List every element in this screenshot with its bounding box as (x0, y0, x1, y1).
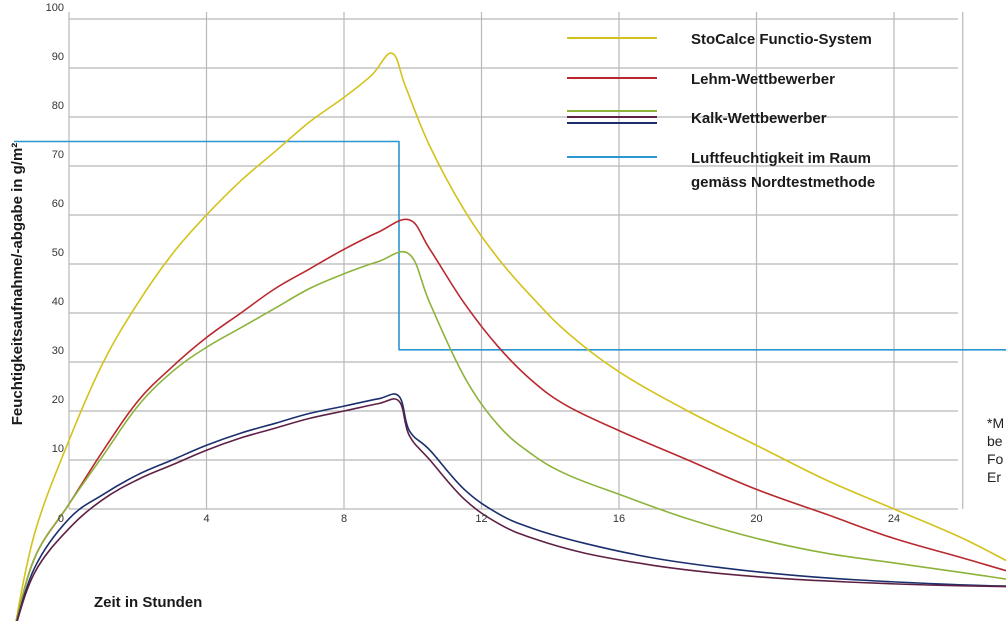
legend-label: Lehm-Wettbewerber (691, 71, 835, 88)
series-line-5 (14, 140, 1006, 351)
y-tick-label: 90 (52, 51, 64, 63)
series-layer (14, 52, 1006, 621)
legend-label: Kalk-Wettbewerber (691, 110, 827, 127)
legend-label: gemäss Nordtestmethode (691, 174, 875, 191)
y-tick-label: 80 (52, 100, 64, 112)
y-tick-label: 40 (52, 296, 64, 308)
legend-label: StoCalce Functio-System (691, 31, 872, 48)
legend-label: Luftfeuchtigkeit im Raum (691, 150, 871, 167)
y-tick-label: 60 (52, 198, 64, 210)
x-tick-label: 12 (475, 513, 487, 525)
grid (68, 12, 964, 510)
x-tick-label: 20 (750, 513, 762, 525)
series-line-3 (16, 393, 1006, 621)
legend: StoCalce Functio-System Lehm-Wettbewerber… (567, 31, 875, 191)
y-axis-title: Feuchtigkeitsaufnahme/-abgabe in g/m² (9, 143, 26, 426)
series-line-2 (15, 250, 1006, 621)
y-tick-label: 50 (52, 247, 64, 259)
x-tick-label: 0 (58, 513, 64, 525)
x-tick-label: 4 (203, 513, 209, 525)
y-tick-label: 100 (46, 2, 64, 14)
series-line-1 (15, 218, 1006, 621)
x-tick-label: 8 (341, 513, 347, 525)
x-tick-label: 24 (888, 513, 900, 525)
x-tick-label: 16 (613, 513, 625, 525)
series-line-0 (15, 52, 1006, 621)
series-line-4 (16, 398, 1006, 621)
y-tick-label: 30 (52, 345, 64, 357)
y-tick-label: 70 (52, 149, 64, 161)
tick-labels: 10 20 30 40 50 60 70 80 90 100 0 4 8 12 16 20 24 (46, 2, 900, 525)
y-tick-label: 20 (52, 394, 64, 406)
y-tick-label: 10 (52, 443, 64, 455)
x-axis-title: Zeit in Stunden (94, 594, 202, 611)
footnote-text: *M be Fo Er (987, 415, 1005, 485)
